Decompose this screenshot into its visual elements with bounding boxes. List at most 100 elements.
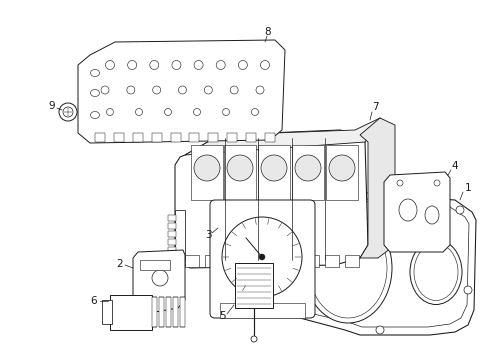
Circle shape xyxy=(250,336,257,342)
Bar xyxy=(168,231,176,237)
Circle shape xyxy=(101,86,109,94)
FancyBboxPatch shape xyxy=(209,200,314,318)
Bar xyxy=(95,133,105,142)
Circle shape xyxy=(204,86,212,94)
Bar xyxy=(224,145,256,200)
Circle shape xyxy=(315,196,324,204)
Bar xyxy=(159,297,163,327)
Bar xyxy=(244,255,259,267)
Circle shape xyxy=(178,86,186,94)
Ellipse shape xyxy=(90,112,99,118)
Bar xyxy=(114,133,123,142)
Circle shape xyxy=(152,86,161,94)
Bar xyxy=(291,145,324,200)
Circle shape xyxy=(328,155,354,181)
Ellipse shape xyxy=(398,199,416,221)
Bar xyxy=(173,297,178,327)
Bar xyxy=(227,133,237,142)
Polygon shape xyxy=(175,130,367,268)
Ellipse shape xyxy=(413,243,457,301)
Text: 9: 9 xyxy=(49,101,55,111)
Circle shape xyxy=(106,108,113,116)
Circle shape xyxy=(172,60,181,69)
Bar xyxy=(140,260,170,270)
Circle shape xyxy=(135,108,142,116)
Polygon shape xyxy=(286,193,475,335)
Text: 7: 7 xyxy=(371,102,378,112)
Bar xyxy=(133,133,142,142)
Bar xyxy=(168,215,176,221)
Circle shape xyxy=(164,108,171,116)
Bar xyxy=(204,255,219,267)
Bar xyxy=(180,297,184,327)
Bar xyxy=(168,247,176,253)
Ellipse shape xyxy=(409,239,461,305)
Ellipse shape xyxy=(90,69,99,77)
Polygon shape xyxy=(133,250,184,312)
Bar xyxy=(208,133,218,142)
Bar xyxy=(102,300,112,324)
Circle shape xyxy=(294,155,320,181)
Text: 4: 4 xyxy=(451,161,457,171)
Circle shape xyxy=(365,192,373,200)
Circle shape xyxy=(433,180,439,186)
Circle shape xyxy=(222,217,302,297)
Circle shape xyxy=(226,155,252,181)
Circle shape xyxy=(256,86,264,94)
Circle shape xyxy=(194,60,203,69)
Bar xyxy=(170,133,180,142)
Text: 8: 8 xyxy=(264,27,271,37)
Circle shape xyxy=(149,60,159,69)
Bar xyxy=(325,255,338,267)
Bar xyxy=(168,239,176,245)
Bar xyxy=(258,145,289,200)
Circle shape xyxy=(260,60,269,69)
Bar xyxy=(189,133,199,142)
Bar xyxy=(191,145,223,200)
Circle shape xyxy=(259,254,264,260)
Bar xyxy=(285,255,298,267)
Circle shape xyxy=(126,86,135,94)
Bar xyxy=(110,295,152,330)
Ellipse shape xyxy=(308,218,386,318)
Polygon shape xyxy=(184,118,389,155)
Bar xyxy=(152,297,157,327)
Bar xyxy=(168,223,176,229)
Circle shape xyxy=(222,108,229,116)
Text: 6: 6 xyxy=(90,296,97,306)
Circle shape xyxy=(261,155,286,181)
Text: 2: 2 xyxy=(117,259,123,269)
Circle shape xyxy=(455,206,463,214)
Polygon shape xyxy=(78,40,285,143)
Bar xyxy=(305,255,318,267)
Bar xyxy=(151,133,162,142)
Bar xyxy=(235,263,272,308)
Circle shape xyxy=(59,103,77,121)
Ellipse shape xyxy=(304,213,391,323)
Text: 1: 1 xyxy=(464,183,470,193)
Ellipse shape xyxy=(90,90,99,96)
Text: 5: 5 xyxy=(218,311,225,321)
Circle shape xyxy=(463,286,471,294)
Circle shape xyxy=(152,270,168,286)
Circle shape xyxy=(238,60,247,69)
Polygon shape xyxy=(383,172,449,252)
Circle shape xyxy=(105,60,114,69)
Bar xyxy=(345,255,358,267)
Circle shape xyxy=(127,60,136,69)
Circle shape xyxy=(230,86,238,94)
Circle shape xyxy=(301,306,308,314)
Ellipse shape xyxy=(424,206,438,224)
Bar xyxy=(325,145,357,200)
Circle shape xyxy=(375,326,383,334)
Bar xyxy=(165,297,171,327)
Bar xyxy=(220,303,305,318)
Polygon shape xyxy=(175,210,184,260)
Circle shape xyxy=(216,60,225,69)
Circle shape xyxy=(396,180,402,186)
Text: 3: 3 xyxy=(204,230,211,240)
Circle shape xyxy=(251,108,258,116)
Polygon shape xyxy=(359,118,394,258)
Bar xyxy=(245,133,256,142)
Circle shape xyxy=(63,107,73,117)
